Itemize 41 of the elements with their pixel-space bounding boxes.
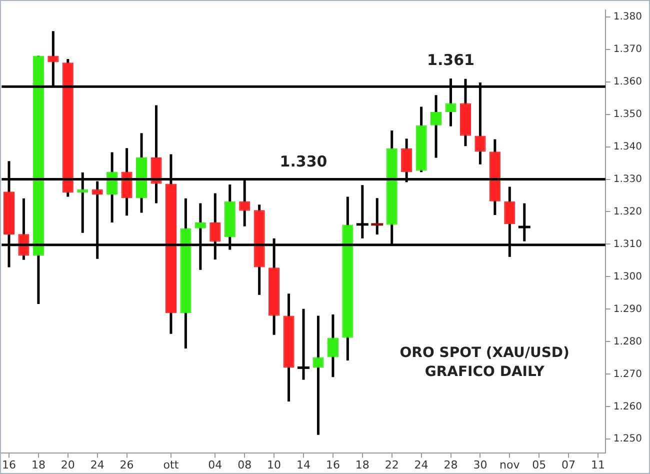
x-tick-label: 04 — [208, 458, 222, 472]
y-tick-label: 1.330 — [613, 174, 642, 185]
annotation: ORO SPOT (XAU/USD) — [400, 344, 570, 361]
y-tick-label: 1.260 — [613, 401, 642, 412]
x-tick-label: 28 — [444, 458, 458, 472]
x-tick-label: 10 — [267, 458, 282, 472]
annotation: 1.361 — [427, 50, 474, 69]
x-tick-label: 18 — [31, 458, 46, 472]
y-tick-label: 1.370 — [613, 44, 642, 55]
y-tick-label: 1.320 — [613, 206, 642, 218]
annotation: GRAFICO DAILY — [424, 364, 546, 380]
x-tick-label: 07 — [562, 458, 576, 472]
x-tick-label: 26 — [120, 458, 134, 472]
x-tick-label: ott — [163, 458, 180, 472]
y-tick-label: 1.250 — [613, 434, 642, 445]
x-tick-label: 05 — [532, 458, 546, 472]
x-tick-label: 24 — [90, 458, 104, 472]
y-tick-label: 1.310 — [613, 238, 642, 250]
x-tick-label: 30 — [473, 458, 488, 472]
x-tick-label: 16 — [2, 458, 16, 472]
x-tick-label: 14 — [296, 458, 311, 472]
candlestick — [327, 313, 338, 378]
candlestick — [430, 94, 442, 160]
ref-line-label: 1.330 — [280, 152, 328, 171]
x-tick-label: nov — [500, 458, 520, 472]
x-tick-label: 24 — [414, 458, 428, 472]
candlestick — [312, 314, 324, 436]
y-tick-label: 1.270 — [613, 368, 642, 380]
y-tick-label: 1.340 — [613, 141, 642, 152]
y-tick-label: 1.290 — [613, 304, 642, 315]
y-tick-label: 1.300 — [613, 271, 642, 282]
y-tick-label: 1.280 — [613, 336, 642, 348]
y-tick-label: 1.350 — [613, 108, 642, 120]
x-tick-label: 18 — [355, 458, 370, 472]
x-tick-label: 16 — [326, 458, 340, 472]
x-tick-label: 11 — [591, 458, 606, 472]
x-tick-label: 08 — [238, 458, 252, 472]
x-tick-label: 22 — [384, 458, 399, 472]
y-tick-label: 1.360 — [613, 76, 642, 88]
y-tick-label: 1.380 — [613, 11, 642, 22]
x-tick-label: 20 — [60, 458, 75, 472]
